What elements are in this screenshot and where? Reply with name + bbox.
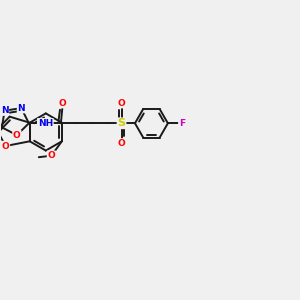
Text: N: N [17,103,25,112]
Text: NH: NH [38,119,53,128]
Text: O: O [13,131,21,140]
Text: F: F [179,119,185,128]
Text: O: O [2,142,9,151]
Text: O: O [47,151,55,160]
Text: N: N [1,106,8,115]
Text: O: O [118,139,125,148]
Text: O: O [118,99,125,108]
Text: S: S [118,118,125,128]
Text: O: O [58,99,66,108]
